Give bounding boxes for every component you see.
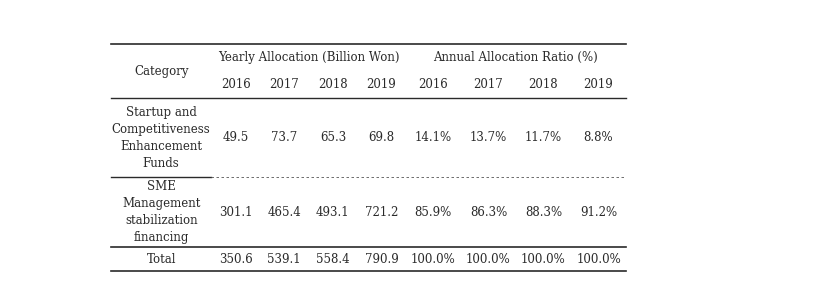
Text: 2018: 2018 (528, 78, 558, 91)
Text: 91.2%: 91.2% (580, 206, 617, 219)
Text: Startup and
Competitiveness
Enhancement
Funds: Startup and Competitiveness Enhancement … (112, 106, 211, 170)
Text: 350.6: 350.6 (219, 253, 252, 266)
Text: 65.3: 65.3 (319, 131, 346, 144)
Text: 2018: 2018 (318, 78, 348, 91)
Text: 539.1: 539.1 (268, 253, 301, 266)
Text: 790.9: 790.9 (364, 253, 398, 266)
Text: 721.2: 721.2 (364, 206, 398, 219)
Text: 69.8: 69.8 (369, 131, 395, 144)
Text: Annual Allocation Ratio (%): Annual Allocation Ratio (%) (434, 51, 599, 64)
Text: 49.5: 49.5 (222, 131, 249, 144)
Text: 13.7%: 13.7% (470, 131, 507, 144)
Text: 2017: 2017 (269, 78, 299, 91)
Text: 493.1: 493.1 (316, 206, 349, 219)
Text: 2016: 2016 (221, 78, 251, 91)
Text: 86.3%: 86.3% (470, 206, 507, 219)
Text: 2019: 2019 (367, 78, 396, 91)
Text: 2017: 2017 (473, 78, 503, 91)
Text: 88.3%: 88.3% (525, 206, 562, 219)
Text: 465.4: 465.4 (268, 206, 301, 219)
Text: 2019: 2019 (584, 78, 614, 91)
Text: 2016: 2016 (419, 78, 448, 91)
Text: 100.0%: 100.0% (411, 253, 456, 266)
Text: 85.9%: 85.9% (415, 206, 452, 219)
Text: SME
Management
stabilization
financing: SME Management stabilization financing (122, 180, 201, 244)
Text: 100.0%: 100.0% (576, 253, 621, 266)
Text: 73.7: 73.7 (271, 131, 298, 144)
Text: Category: Category (134, 64, 188, 78)
Text: Total: Total (146, 253, 176, 266)
Text: 14.1%: 14.1% (415, 131, 452, 144)
Text: 301.1: 301.1 (219, 206, 252, 219)
Text: 558.4: 558.4 (316, 253, 349, 266)
Text: 100.0%: 100.0% (466, 253, 511, 266)
Text: 8.8%: 8.8% (584, 131, 614, 144)
Text: 11.7%: 11.7% (525, 131, 562, 144)
Text: Yearly Allocation (Billion Won): Yearly Allocation (Billion Won) (218, 51, 400, 64)
Text: 100.0%: 100.0% (521, 253, 566, 266)
